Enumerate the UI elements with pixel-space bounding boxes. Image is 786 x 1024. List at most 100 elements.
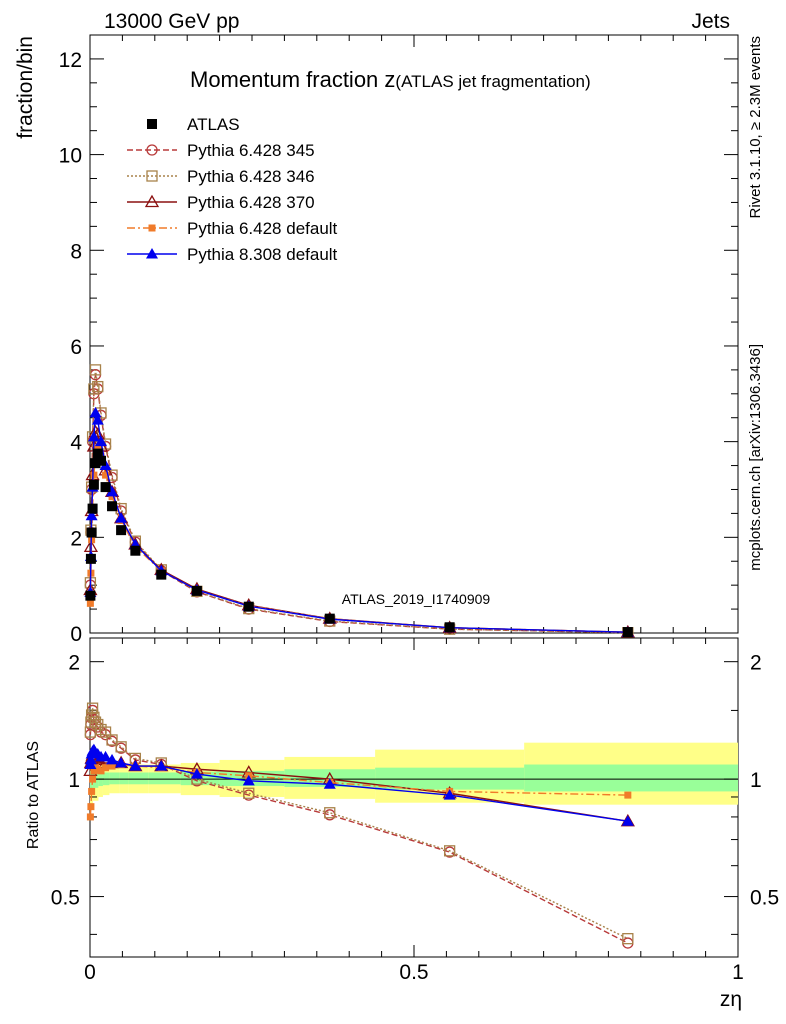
data-point	[106, 485, 119, 497]
uncertainty-band-inner	[98, 770, 103, 787]
ratio-data-point	[443, 845, 456, 857]
data-point	[156, 569, 167, 580]
header-left: 13000 GeV pp	[104, 10, 239, 33]
legend-marker	[144, 194, 160, 208]
data-point	[107, 501, 118, 512]
legend-label: Pythia 6.428 default	[187, 219, 338, 238]
data-point	[243, 601, 254, 612]
rivet-side-text: Rivet 3.1.10, ≥ 2.3M events	[747, 36, 764, 219]
main-y-label: fraction/bin	[14, 36, 37, 139]
data-point	[85, 553, 96, 564]
ratio-data-point	[84, 753, 97, 765]
ratio-data-point	[99, 750, 112, 762]
series-line	[89, 412, 628, 633]
data-point	[324, 613, 335, 624]
ratio-y-tick-label: 2	[68, 652, 80, 675]
ratio-data-point	[86, 702, 99, 714]
ratio-x-tick-label: 0.5	[399, 961, 428, 984]
ratio-data-point	[115, 756, 128, 768]
ratio-series-line	[89, 708, 629, 940]
main-y-tick-label: 8	[70, 240, 82, 263]
data-point	[116, 525, 127, 536]
legend: ATLAS Pythia 6.428 345 Pythia 6.428 346 Pyt…	[127, 115, 338, 264]
ratio-y-tick-label-right: 0.5	[750, 887, 779, 910]
data-point	[622, 627, 633, 638]
main-y-tick-label: 12	[59, 49, 82, 72]
ratio-y-label: Ratio to ATLAS	[25, 741, 42, 849]
legend-label: Pythia 8.308 default	[187, 245, 338, 264]
ratio-y-tick-label: 1	[68, 769, 80, 792]
legend-label: Pythia 6.428 345	[187, 141, 315, 160]
ratio-data-point	[190, 768, 203, 779]
ratio-y-tick-label-right: 2	[750, 652, 762, 675]
ratio-x-label: zη	[720, 988, 742, 1011]
data-point	[87, 503, 98, 514]
main-y-tick-label: 2	[70, 527, 82, 550]
data-point	[108, 493, 116, 501]
data-point	[87, 430, 100, 442]
ratio-x-tick-label: 1	[732, 961, 744, 984]
data-point	[100, 482, 111, 493]
main-y-tick-label: 6	[70, 336, 82, 359]
ratio-data-point	[129, 760, 142, 771]
main-chart-title: Momentum fraction z(ATLAS jet fragmentat…	[190, 67, 591, 92]
ratio-data-point	[106, 734, 118, 746]
main-y-tick-label: 4	[70, 432, 82, 455]
data-point	[444, 622, 455, 633]
legend-label: ATLAS	[187, 115, 240, 134]
ratio-data-point	[324, 807, 336, 819]
main-panel: 0 2 4 6 8 10 12	[59, 34, 739, 646]
ratio-data-point	[99, 726, 112, 738]
data-point	[130, 545, 141, 556]
uncertainty-band-inner	[284, 769, 376, 787]
data-point	[86, 599, 94, 607]
ratio-panel: 0 0.5 1 0.5 0.5 1 1 2 2	[51, 637, 779, 984]
data-point	[85, 509, 98, 521]
legend-label: Pythia 6.428 346	[187, 167, 315, 186]
data-point	[90, 471, 98, 479]
main-y-tick-label: 10	[59, 145, 82, 168]
data-point	[89, 406, 102, 418]
ratio-data-point	[155, 760, 168, 771]
legend-marker	[147, 119, 157, 129]
ratio-data-point	[323, 778, 336, 789]
data-point	[92, 448, 103, 459]
data-point	[115, 512, 128, 523]
data-point	[96, 455, 107, 466]
ratio-y-tick-label-right: 1	[750, 769, 762, 792]
ratio-data-point	[108, 762, 116, 770]
data-point	[95, 435, 108, 447]
uncertainty-band-inner	[109, 772, 120, 785]
legend-marker	[146, 248, 158, 259]
series-line	[89, 369, 628, 634]
ratio-data-point	[624, 791, 632, 799]
data-point	[88, 383, 100, 395]
ratio-data-point	[86, 813, 94, 821]
ratio-data-point	[97, 767, 105, 775]
uncertainty-band-inner	[524, 764, 738, 792]
ratio-data-point	[242, 774, 255, 786]
data-point	[91, 414, 104, 425]
data-point	[191, 585, 202, 596]
data-point	[88, 479, 99, 490]
uncertainty-band-inner	[148, 772, 181, 785]
legend-label: Pythia 6.428 370	[187, 193, 315, 212]
main-y-tick-label: 0	[70, 623, 82, 646]
ratio-y-tick-label: 0.5	[51, 887, 80, 910]
uncertainty-band-inner	[119, 772, 129, 785]
ratio-data-point	[622, 933, 634, 945]
legend-marker	[148, 224, 156, 232]
ratio-x-tick-label: 0	[84, 961, 96, 984]
ratio-data-point	[87, 803, 95, 811]
data-point	[90, 458, 101, 469]
ratio-data-point	[106, 753, 119, 765]
mcplots-side-text: mcplots.cern.ch [arXiv:1306.3436]	[747, 344, 764, 571]
legend-marker	[146, 144, 158, 156]
chart-title-main: Momentum fraction z	[190, 67, 395, 92]
data-point	[102, 471, 110, 479]
ratio-data-point	[85, 709, 98, 721]
chart-title-suffix: (ATLAS jet fragmentation)	[395, 72, 590, 91]
analysis-watermark: ATLAS_2019_I1740909	[342, 591, 491, 607]
data-point	[86, 527, 97, 538]
